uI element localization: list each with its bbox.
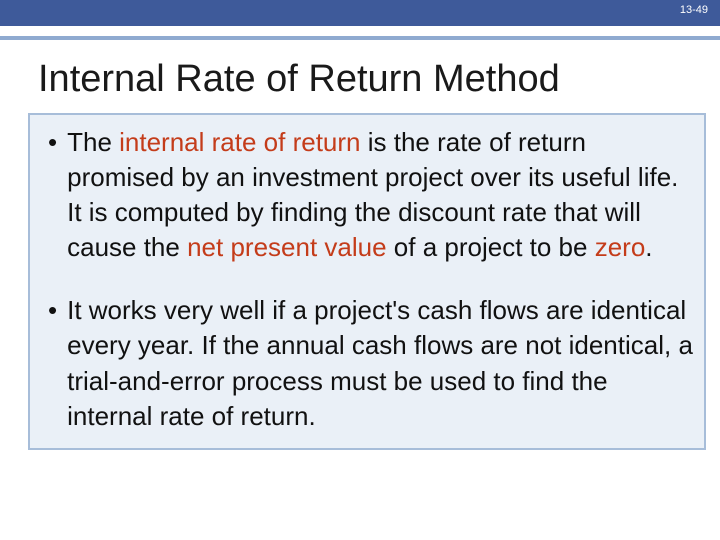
bullet-2-text: It works very well if a project's cash f… (67, 293, 696, 433)
content-box: • The internal rate of return is the rat… (28, 113, 706, 450)
bullet-marker-icon: • (48, 125, 57, 265)
page-title: Internal Rate of Return Method (0, 40, 720, 109)
header-bar: 13-49 (0, 0, 720, 26)
bullet-1-text: The internal rate of return is the rate … (67, 125, 696, 265)
slide-number: 13-49 (680, 4, 708, 16)
bullet-1: • The internal rate of return is the rat… (48, 125, 696, 265)
bullet-2: • It works very well if a project's cash… (48, 293, 696, 433)
bullet-marker-icon: • (48, 293, 57, 433)
